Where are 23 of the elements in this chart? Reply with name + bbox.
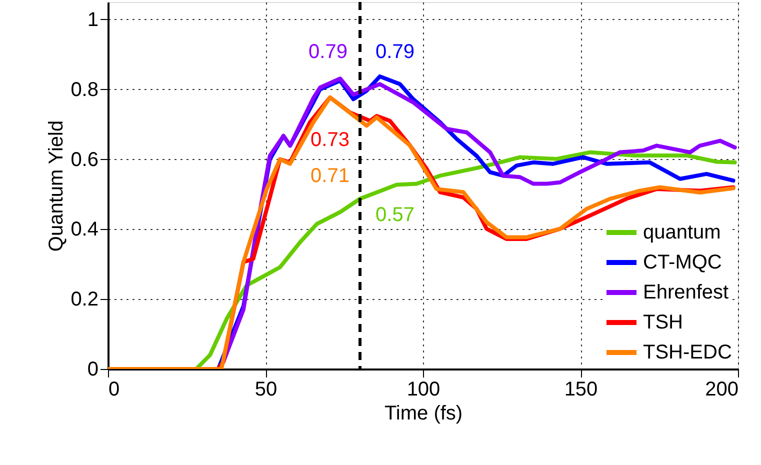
legend-label: TSH <box>643 312 683 334</box>
x-axis-title: Time (fs) <box>384 402 463 424</box>
legend-label: Ehrenfest <box>643 282 730 304</box>
y-axis-title: Quantum Yield <box>46 120 68 252</box>
x-tick-label: 150 <box>564 378 598 400</box>
legend-label: TSH-EDC <box>643 342 732 364</box>
y-tick-label: 0.6 <box>70 148 98 171</box>
x-tick-label: 200 <box>705 378 738 400</box>
y-tick-label: 1 <box>87 8 98 31</box>
annotation: 0.79 <box>308 41 348 63</box>
legend-label: quantum <box>643 222 721 244</box>
y-tick-label: 0.8 <box>70 78 98 101</box>
annotation: 0.71 <box>310 165 350 187</box>
x-tick-label: 0 <box>108 378 120 400</box>
y-tick-label: 0.2 <box>70 288 98 311</box>
annotation: 0.57 <box>376 204 414 226</box>
annotation: 0.79 <box>376 41 414 63</box>
x-tick-label: 100 <box>406 378 440 400</box>
x-tick-label: 50 <box>254 378 278 400</box>
annotation: 0.73 <box>310 129 350 151</box>
y-tick-label: 0.4 <box>70 218 98 241</box>
legend-label: CT-MQC <box>643 252 722 274</box>
y-tick-label: 0 <box>87 358 98 380</box>
